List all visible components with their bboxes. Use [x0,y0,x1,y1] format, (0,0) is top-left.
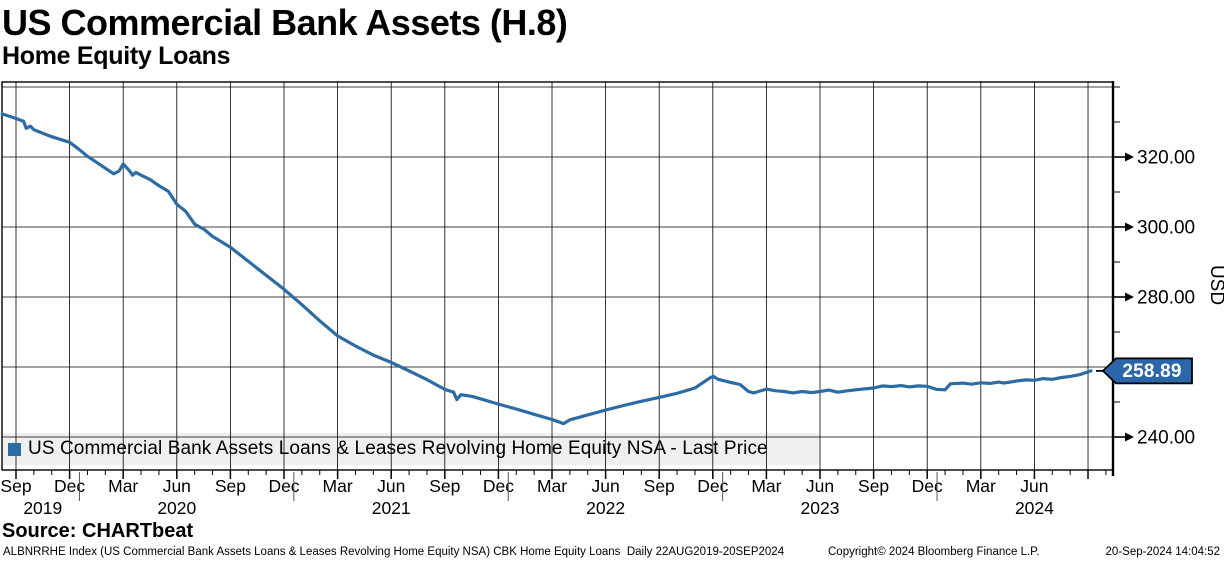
footer-copyright: Copyright© 2024 Bloomberg Finance L.P. [828,546,1040,558]
x-quarter-label: Sep [0,476,31,496]
legend-series-marker-icon [8,442,21,456]
last-price-tag-shape [1101,357,1193,385]
plot-border [1,81,1114,471]
x-quarter-label: Dec [268,476,299,496]
y-tick-label: 320.00 [1137,148,1195,169]
x-year-label: 2023 [801,498,840,518]
x-year-label: 2019 [23,498,62,518]
y-tick-label: 300.00 [1137,218,1195,239]
last-price-badge: 258.89 [1122,361,1182,382]
x-quarter-label: Dec [697,476,728,496]
x-quarter-label: Mar [751,476,781,496]
x-quarter-label: Jun [163,476,191,496]
x-quarter-label: Dec [912,476,943,496]
y-tick-arrow [1125,292,1134,302]
legend: US Commercial Bank Assets Loans & Leases… [8,438,768,460]
x-quarter-label: Jun [806,476,834,496]
x-quarter-label: Sep [858,476,889,496]
page-subtitle: Home Equity Loans [2,42,231,70]
footer-ticker-description: ALBNRRHE Index (US Commercial Bank Asset… [3,546,785,558]
x-quarter-label: Jun [592,476,620,496]
y-tick-label: 280.00 [1137,288,1195,309]
x-quarter-label: Jun [1020,476,1048,496]
data-line [0,112,1093,426]
x-quarter-label: Dec [483,476,514,496]
y-tick-label: 240.00 [1137,428,1195,449]
x-quarter-label: Mar [966,476,996,496]
legend-band [3,433,819,465]
x-quarter-label: Dec [54,476,85,496]
x-quarter-label: Jun [377,476,405,496]
legend-series-label: US Commercial Bank Assets Loans & Leases… [28,438,768,459]
x-year-label: 2020 [157,498,196,518]
x-quarter-label: Mar [323,476,353,496]
source-line: Source: CHARTbeat [2,520,194,542]
page-title: US Commercial Bank Assets (H.8) [2,2,568,43]
y-axis-title: USD [1206,264,1224,306]
y-tick-arrow [1125,222,1134,232]
x-quarter-label: Sep [215,476,246,496]
footer-timestamp: 20-Sep-2024 14:04:52 [1105,546,1220,558]
y-tick-arrow [1125,152,1134,162]
x-quarter-label: Mar [108,476,138,496]
x-year-label: 2022 [586,498,625,518]
x-year-label: 2021 [372,498,411,518]
x-quarter-label: Sep [644,476,675,496]
y-tick-arrow [1125,432,1134,442]
x-quarter-label: Mar [537,476,567,496]
x-quarter-label: Sep [429,476,460,496]
x-year-label: 2024 [1015,498,1054,518]
